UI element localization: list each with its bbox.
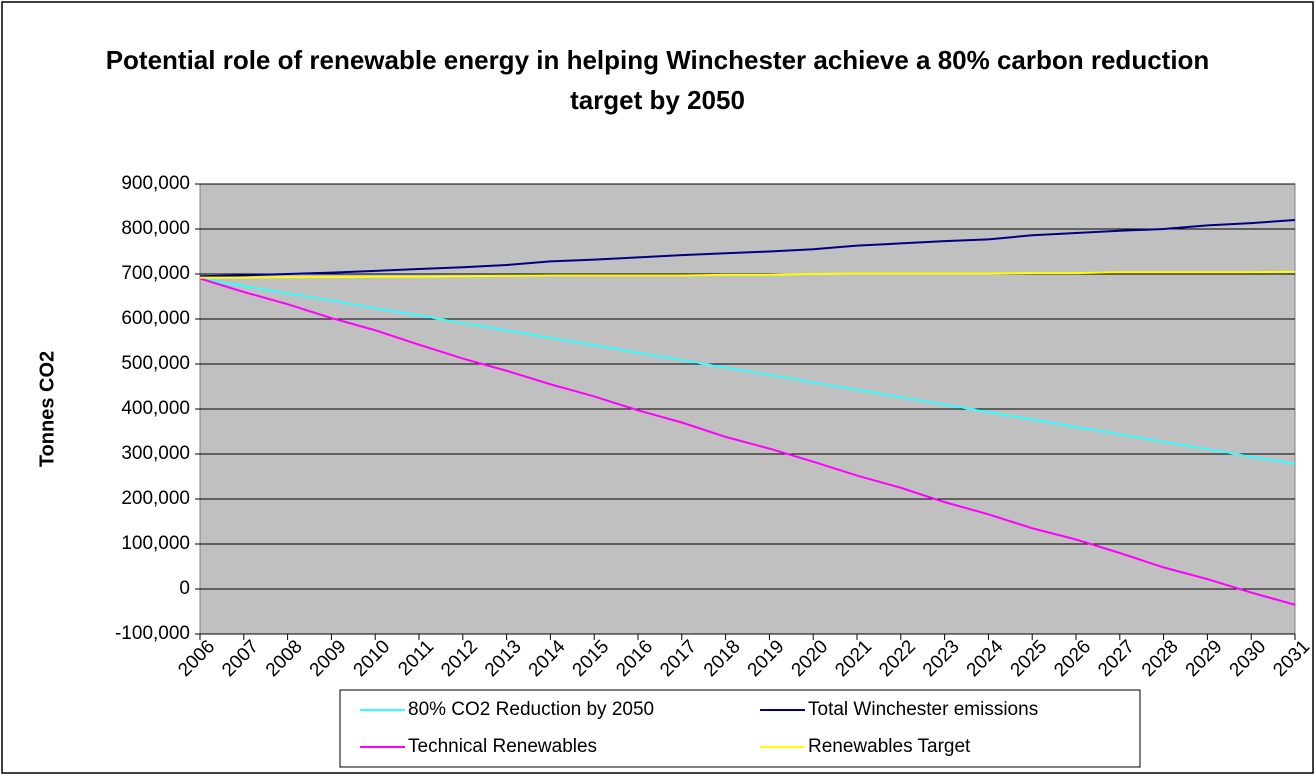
y-tick-label: 700,000: [121, 263, 190, 284]
series-line: [200, 270, 1296, 279]
y-tick-label: 400,000: [121, 398, 190, 419]
legend-label: 80% CO2 Reduction by 2050: [408, 699, 654, 720]
y-tick-label: 300,000: [121, 443, 190, 464]
y-tick-label: 100,000: [121, 533, 190, 554]
legend-label: Renewables Target: [808, 736, 971, 757]
y-tick-label: 800,000: [121, 218, 190, 239]
y-tick-label: -100,000: [115, 623, 190, 644]
y-tick-label: 0: [179, 578, 190, 599]
legend-box: [339, 689, 1141, 768]
y-tick-label: 900,000: [121, 173, 190, 194]
y-tick-label: 500,000: [121, 353, 190, 374]
y-axis-label: Tonnes CO2: [36, 351, 58, 467]
chart-title: Potential role of renewable energy in he…: [105, 45, 1210, 115]
legend-label: Technical Renewables: [408, 736, 597, 757]
y-tick-label: 600,000: [121, 308, 190, 329]
series-line: [199, 277, 1296, 465]
y-tick-label: 200,000: [121, 488, 190, 509]
series-line: [199, 277, 1296, 606]
series-line: [199, 219, 1296, 278]
legend-label: Total Winchester emissions: [808, 699, 1038, 720]
